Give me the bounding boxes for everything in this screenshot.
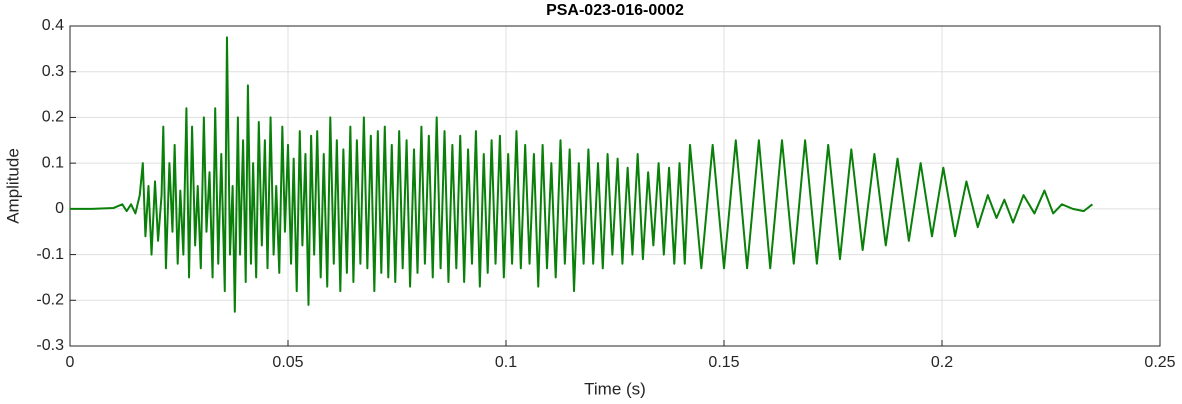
x-tick-label: 0.25 <box>1144 354 1175 371</box>
chart-title: PSA-023-016-0002 <box>546 2 684 19</box>
x-tick-label: 0.05 <box>272 354 303 371</box>
y-tick-label: 0.1 <box>42 154 64 171</box>
x-tick-label: 0.1 <box>495 354 517 371</box>
x-tick-label: 0.2 <box>931 354 953 371</box>
y-tick-label: 0.2 <box>42 109 64 126</box>
y-tick-label: 0 <box>55 200 64 217</box>
y-axis-label: Amplitude <box>3 148 22 224</box>
y-tick-label: 0.4 <box>42 17 64 34</box>
y-tick-label: -0.2 <box>36 292 64 309</box>
x-axis-label: Time (s) <box>584 379 646 398</box>
x-tick-label: 0 <box>66 354 75 371</box>
y-tick-label: -0.3 <box>36 337 64 354</box>
x-tick-label: 0.15 <box>708 354 739 371</box>
y-tick-label: -0.1 <box>36 246 64 263</box>
y-tick-label: 0.3 <box>42 63 64 80</box>
plot-frame <box>69 25 1161 347</box>
series-line <box>70 36 1094 313</box>
